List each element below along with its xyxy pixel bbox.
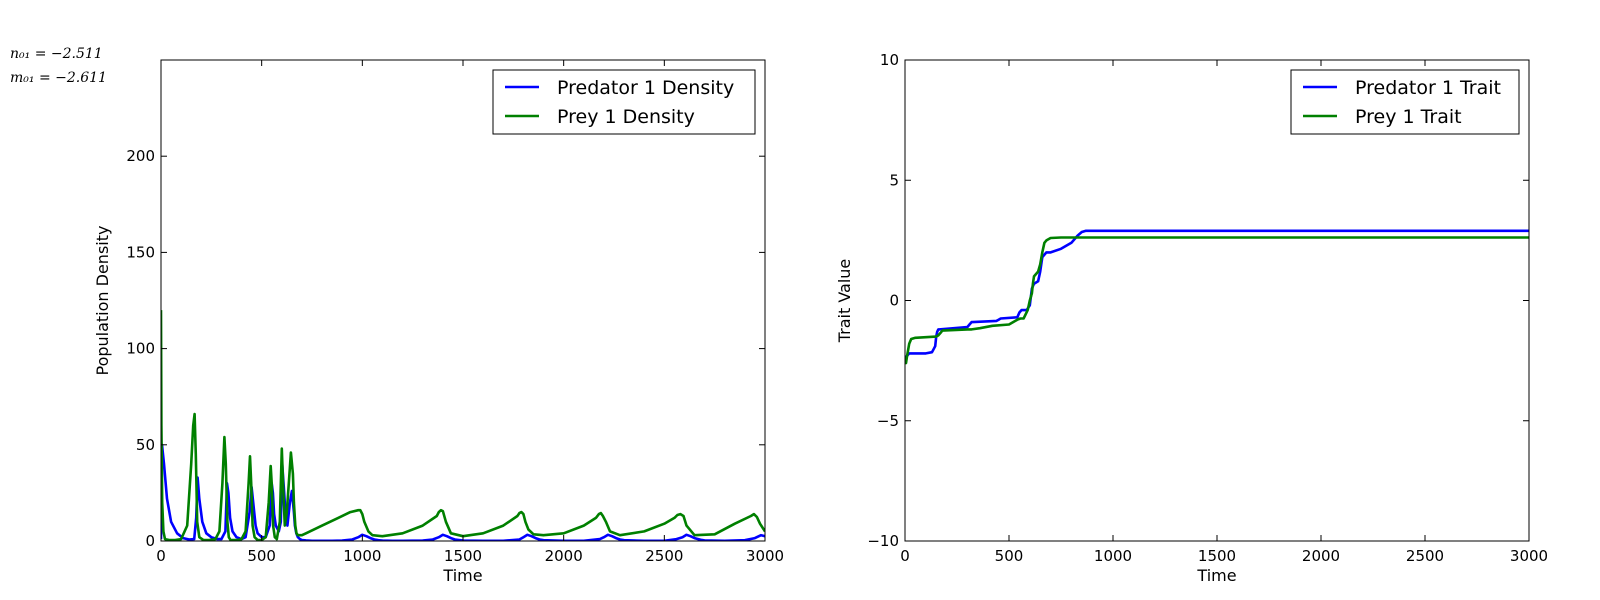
density-x-tick-label: 2000	[545, 547, 583, 565]
density-y-tick-label: 0	[145, 532, 155, 550]
trait-legend: Predator 1 Trait Prey 1 Trait	[1290, 69, 1520, 135]
trait-y-tick-label: 10	[880, 51, 899, 69]
trait-y-tick-label: −10	[867, 532, 899, 550]
trait-x-tick-label: 0	[900, 547, 910, 565]
density-x-tick-label: 3000	[746, 547, 784, 565]
trait-y-tick-label: 5	[889, 171, 899, 189]
trait-y-axis-label: Trait Value	[835, 259, 854, 344]
trait-x-tick-label: 2500	[1406, 547, 1444, 565]
trait-y-tick-label: 0	[889, 292, 899, 310]
density-y-axis-label: Population Density	[93, 226, 112, 376]
density-legend-label: Prey 1 Density	[557, 106, 695, 128]
density-series-prey-line	[161, 310, 765, 541]
density-x-tick-label: 500	[247, 547, 276, 565]
density-chart: 0 500 1000 1500 2000 2500 3000 0 50 100 150 200 Time…	[93, 59, 784, 585]
trait-x-tick-label: 1000	[1094, 547, 1132, 565]
trait-series-prey-line	[905, 236, 1529, 365]
density-x-tick-label: 1500	[444, 547, 482, 565]
trait-x-tick-label: 500	[995, 547, 1024, 565]
trait-x-tick-label: 3000	[1510, 547, 1548, 565]
density-x-tick-label: 2500	[645, 547, 683, 565]
density-x-tick-label: 0	[156, 547, 166, 565]
density-y-tick-label: 150	[126, 243, 155, 261]
trait-y-tick-label: −5	[877, 412, 899, 430]
density-legend-label: Predator 1 Density	[557, 77, 734, 99]
density-y-tick-label: 50	[136, 436, 155, 454]
trait-x-axis-label: Time	[1196, 566, 1236, 585]
density-x-axis-label: Time	[442, 566, 482, 585]
trait-x-tick-label: 2000	[1302, 547, 1340, 565]
density-legend: Predator 1 Density Prey 1 Density	[492, 69, 756, 135]
trait-chart: 0 500 1000 1500 2000 2500 3000 10 5 0 −5 −10 Time Tra…	[835, 51, 1548, 585]
density-y-tick-label: 200	[126, 147, 155, 165]
density-x-tick-label: 1000	[343, 547, 381, 565]
param-m01: m₀₁ = −2.611	[10, 70, 107, 86]
param-n01: n₀₁ = −2.511	[10, 46, 103, 62]
trait-legend-label: Predator 1 Trait	[1355, 77, 1501, 99]
trait-series-predator-line	[905, 229, 1529, 360]
trait-x-tick-label: 1500	[1198, 547, 1236, 565]
trait-legend-label: Prey 1 Trait	[1355, 106, 1462, 128]
density-y-tick-label: 100	[126, 340, 155, 358]
